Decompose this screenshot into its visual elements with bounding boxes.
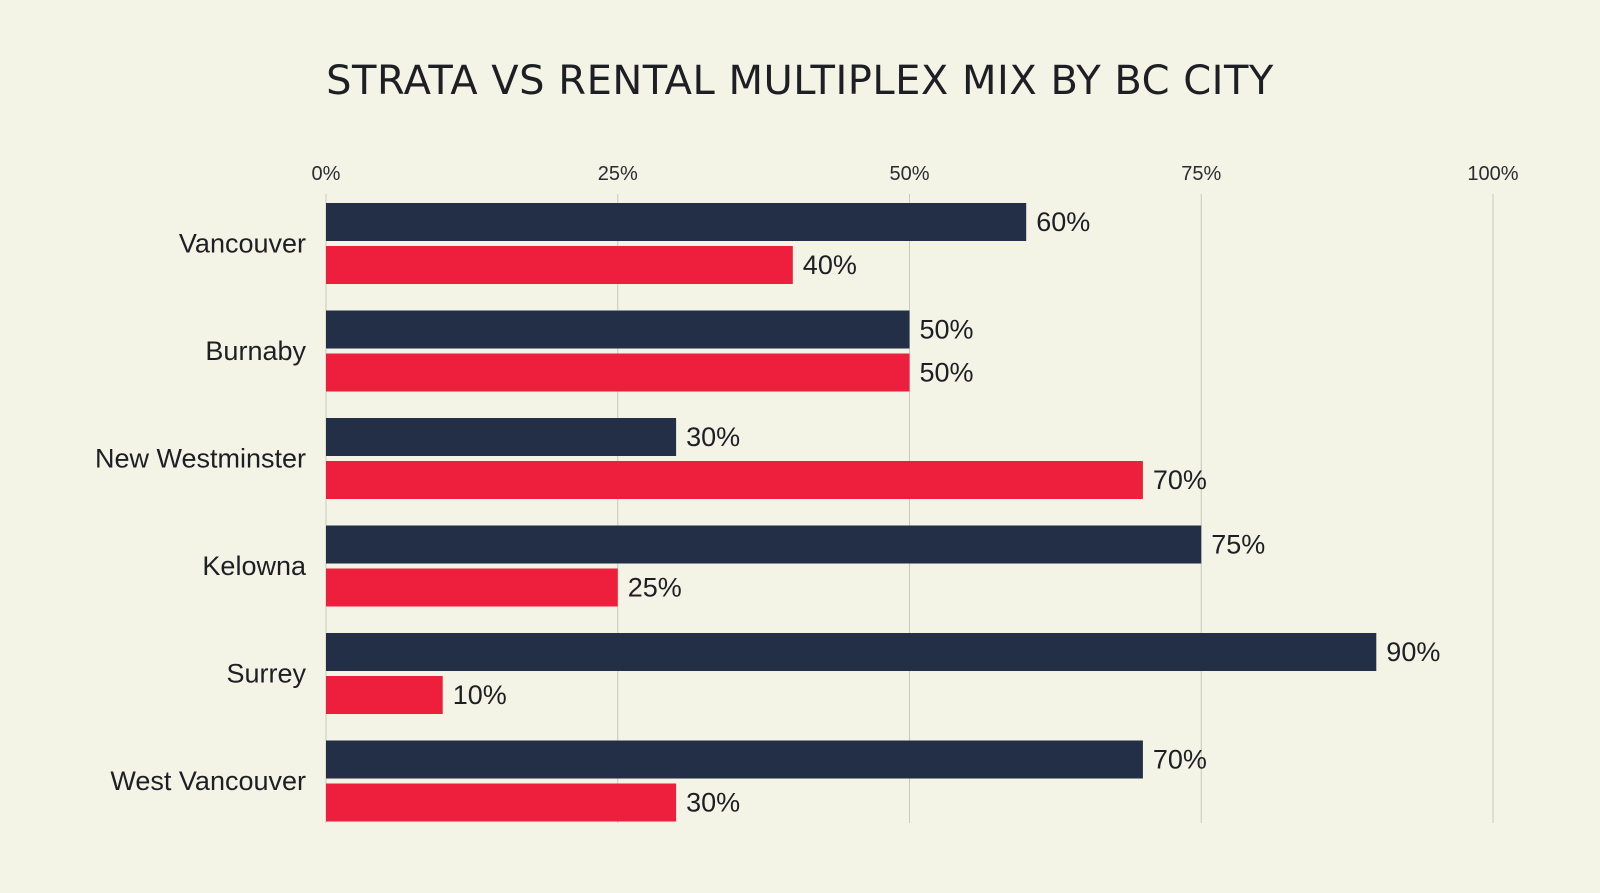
category-label: West Vancouver bbox=[110, 766, 306, 796]
category-label: New Westminster bbox=[95, 444, 306, 474]
bars bbox=[326, 203, 1377, 822]
data-label: 30% bbox=[686, 422, 740, 452]
data-label: 60% bbox=[1036, 207, 1090, 237]
data-label: 25% bbox=[628, 573, 682, 603]
x-tick-label: 0% bbox=[312, 163, 341, 185]
data-label: 90% bbox=[1386, 637, 1440, 667]
data-label: 50% bbox=[920, 358, 974, 388]
data-label: 70% bbox=[1153, 745, 1207, 775]
data-label: 30% bbox=[686, 788, 740, 818]
bar-vancouver-series-1 bbox=[326, 203, 1027, 241]
data-label: 10% bbox=[453, 680, 507, 710]
x-tick-label: 75% bbox=[1181, 163, 1221, 185]
chart-title: STRATA VS RENTAL MULTIPLEX MIX BY BC CIT… bbox=[326, 58, 1274, 104]
bar-new-westminster-series-1 bbox=[326, 418, 677, 456]
bar-kelowna-series-1 bbox=[326, 525, 1202, 564]
category-label: Vancouver bbox=[179, 229, 306, 259]
category-label: Surrey bbox=[226, 659, 306, 689]
data-label: 40% bbox=[803, 250, 857, 280]
bar-surrey-series-1 bbox=[326, 633, 1377, 671]
data-label: 70% bbox=[1153, 465, 1207, 495]
bar-burnaby-series-1 bbox=[326, 310, 910, 349]
data-label: 75% bbox=[1211, 530, 1265, 560]
gridlines bbox=[325, 194, 1494, 823]
bar-surrey-series-2 bbox=[326, 676, 443, 714]
category-labels: Vancouver Burnaby New Westminster Kelowna Su… bbox=[95, 229, 307, 797]
category-label: Burnaby bbox=[205, 336, 306, 366]
bar-west-vancouver-series-1 bbox=[326, 740, 1143, 779]
bar-kelowna-series-2 bbox=[326, 568, 618, 607]
x-tick-label: 100% bbox=[1467, 163, 1518, 185]
x-tick-label: 50% bbox=[889, 163, 929, 185]
bar-vancouver-series-2 bbox=[326, 246, 793, 284]
bar-west-vancouver-series-2 bbox=[326, 783, 677, 822]
data-label: 50% bbox=[920, 315, 974, 345]
category-label: Kelowna bbox=[202, 551, 307, 581]
x-axis-ticks: 0% 25% 50% 75% 100% bbox=[312, 163, 1519, 185]
bar-burnaby-series-2 bbox=[326, 353, 910, 392]
x-tick-label: 25% bbox=[598, 163, 638, 185]
data-labels: 60% 40% 50% 50% 30% 70% 75% 25% 90% 10% 70% 30% bbox=[453, 207, 1441, 818]
bar-new-westminster-series-2 bbox=[326, 461, 1143, 499]
